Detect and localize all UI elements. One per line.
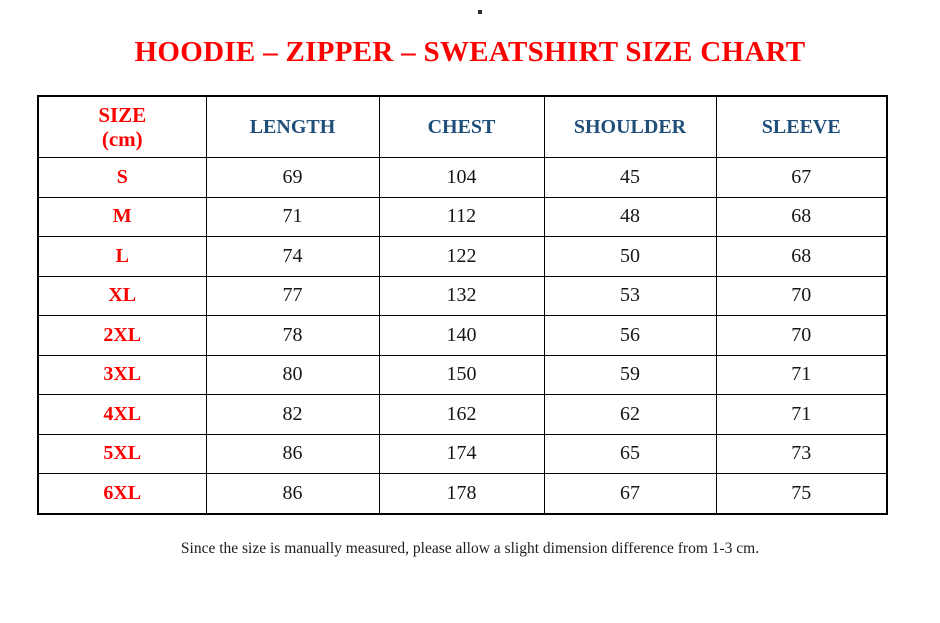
table-row-m: M 71 112 48 68	[37, 196, 888, 237]
size-label: L	[37, 236, 207, 277]
table-row-l: L 74 122 50 68	[37, 236, 888, 277]
length-value: 71	[205, 196, 380, 237]
table-row-3xl: 3XL 80 150 59 71	[37, 354, 888, 395]
chest-value: 140	[378, 315, 545, 356]
size-label: M	[37, 196, 207, 237]
table-row-s: S 69 104 45 67	[37, 157, 888, 198]
sleeve-value: 75	[715, 473, 888, 514]
length-value: 78	[205, 315, 380, 356]
sleeve-value: 70	[715, 275, 888, 316]
shoulder-value: 45	[543, 157, 717, 198]
chest-value: 112	[378, 196, 545, 237]
sleeve-value: 70	[715, 315, 888, 356]
size-header-line2: (cm)	[101, 127, 143, 151]
chest-value: 174	[378, 433, 545, 474]
size-chart-table: SIZE (cm) LENGTH CHEST SHOULDER SLEEVE S…	[37, 95, 888, 515]
shoulder-value: 67	[543, 473, 717, 514]
sleeve-value: 71	[715, 354, 888, 395]
column-header-size: SIZE (cm)	[37, 95, 207, 158]
table-row-xl: XL 77 132 53 70	[37, 275, 888, 316]
size-label: 4XL	[37, 394, 207, 435]
size-label: 3XL	[37, 354, 207, 395]
chest-value: 178	[378, 473, 545, 514]
length-value: 82	[205, 394, 380, 435]
size-header-line1: SIZE	[98, 102, 147, 127]
column-header-length: LENGTH	[205, 95, 380, 158]
size-label: 5XL	[37, 433, 207, 474]
chest-value: 150	[378, 354, 545, 395]
size-label: 6XL	[37, 473, 207, 514]
column-header-shoulder: SHOULDER	[543, 95, 717, 158]
table-row-2xl: 2XL 78 140 56 70	[37, 315, 888, 356]
chest-value: 132	[378, 275, 545, 316]
shoulder-value: 50	[543, 236, 717, 277]
column-header-sleeve: SLEEVE	[715, 95, 888, 158]
length-value: 80	[205, 354, 380, 395]
shoulder-value: 59	[543, 354, 717, 395]
table-header-row: SIZE (cm) LENGTH CHEST SHOULDER SLEEVE	[37, 95, 888, 158]
table-header: SIZE (cm) LENGTH CHEST SHOULDER SLEEVE	[37, 95, 888, 158]
table-row-4xl: 4XL 82 162 62 71	[37, 394, 888, 435]
table-body: S 69 104 45 67 M 71 112 48 68 L 74 122 5…	[37, 157, 888, 514]
length-value: 74	[205, 236, 380, 277]
shoulder-value: 56	[543, 315, 717, 356]
shoulder-value: 53	[543, 275, 717, 316]
sleeve-value: 68	[715, 196, 888, 237]
column-header-chest: CHEST	[378, 95, 545, 158]
length-value: 86	[205, 433, 380, 474]
sleeve-value: 73	[715, 433, 888, 474]
sleeve-value: 68	[715, 236, 888, 277]
sleeve-value: 71	[715, 394, 888, 435]
length-value: 69	[205, 157, 380, 198]
size-label: S	[37, 157, 207, 198]
sleeve-value: 67	[715, 157, 888, 198]
size-label: 2XL	[37, 315, 207, 356]
length-value: 86	[205, 473, 380, 514]
shoulder-value: 62	[543, 394, 717, 435]
chest-value: 162	[378, 394, 545, 435]
measurement-disclaimer: Since the size is manually measured, ple…	[180, 540, 760, 557]
chest-value: 122	[378, 236, 545, 277]
shoulder-value: 65	[543, 433, 717, 474]
table-row-6xl: 6XL 86 178 67 75	[37, 473, 888, 514]
size-label: XL	[37, 275, 207, 316]
page-title: HOODIE – ZIPPER – SWEATSHIRT SIZE CHART	[134, 36, 806, 68]
table-row-5xl: 5XL 86 174 65 73	[37, 433, 888, 474]
stray-dot-mark	[478, 10, 482, 14]
length-value: 77	[205, 275, 380, 316]
chest-value: 104	[378, 157, 545, 198]
shoulder-value: 48	[543, 196, 717, 237]
